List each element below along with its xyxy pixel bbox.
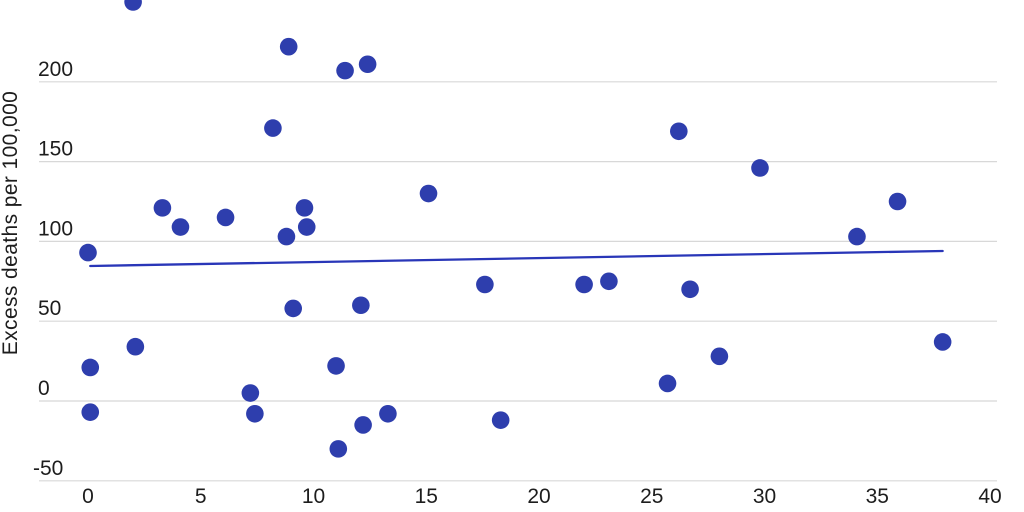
- data-point: [379, 404, 397, 423]
- data-point: [79, 243, 97, 262]
- data-point: [153, 199, 172, 217]
- data-point: [476, 275, 494, 294]
- data-point: [124, 0, 142, 11]
- data-point: [295, 199, 314, 217]
- data-point: [279, 37, 298, 56]
- x-tick-label: 0: [82, 485, 94, 508]
- data-point: [327, 357, 345, 375]
- data-point: [329, 440, 348, 458]
- data-point: [848, 227, 866, 246]
- x-tick-label: 40: [978, 485, 1001, 508]
- x-tick-label: 30: [753, 485, 776, 508]
- y-tick-label: 0: [38, 377, 50, 400]
- data-point: [336, 61, 354, 80]
- data-point: [419, 184, 438, 203]
- data-point: [246, 404, 264, 423]
- data-point: [81, 358, 100, 377]
- data-point: [171, 218, 190, 236]
- data-point: [933, 333, 952, 351]
- x-tick-label: 35: [866, 485, 889, 508]
- data-point: [600, 272, 618, 291]
- data-point: [575, 275, 593, 294]
- data-point: [216, 208, 235, 227]
- data-point: [710, 347, 729, 366]
- x-tick-label: 15: [415, 485, 438, 508]
- y-tick-label: 150: [38, 138, 73, 161]
- data-point: [681, 280, 699, 299]
- data-point: [751, 159, 769, 177]
- data-point: [888, 192, 907, 211]
- data-point: [264, 119, 282, 137]
- data-point: [658, 374, 677, 393]
- y-tick-label: 200: [38, 58, 73, 81]
- data-point: [358, 55, 377, 74]
- data-point: [297, 218, 316, 236]
- x-tick-label: 25: [640, 485, 663, 508]
- x-tick-label: 20: [527, 485, 550, 508]
- data-point: [284, 299, 303, 318]
- data-point: [491, 411, 510, 429]
- y-tick-label: -50: [33, 457, 63, 480]
- x-tick-label: 10: [302, 485, 325, 508]
- trend-line: [89, 249, 944, 268]
- y-tick-label: 100: [38, 217, 73, 240]
- y-axis-title: Excess deaths per 100,000: [0, 90, 22, 356]
- data-point: [277, 227, 296, 246]
- y-tick-label: 50: [38, 297, 61, 320]
- data-point: [354, 416, 372, 434]
- data-point: [241, 384, 260, 402]
- data-point: [352, 296, 370, 315]
- data-point: [670, 122, 688, 141]
- data-point: [81, 403, 100, 421]
- data-point: [126, 337, 145, 356]
- x-tick-label: 5: [195, 485, 207, 508]
